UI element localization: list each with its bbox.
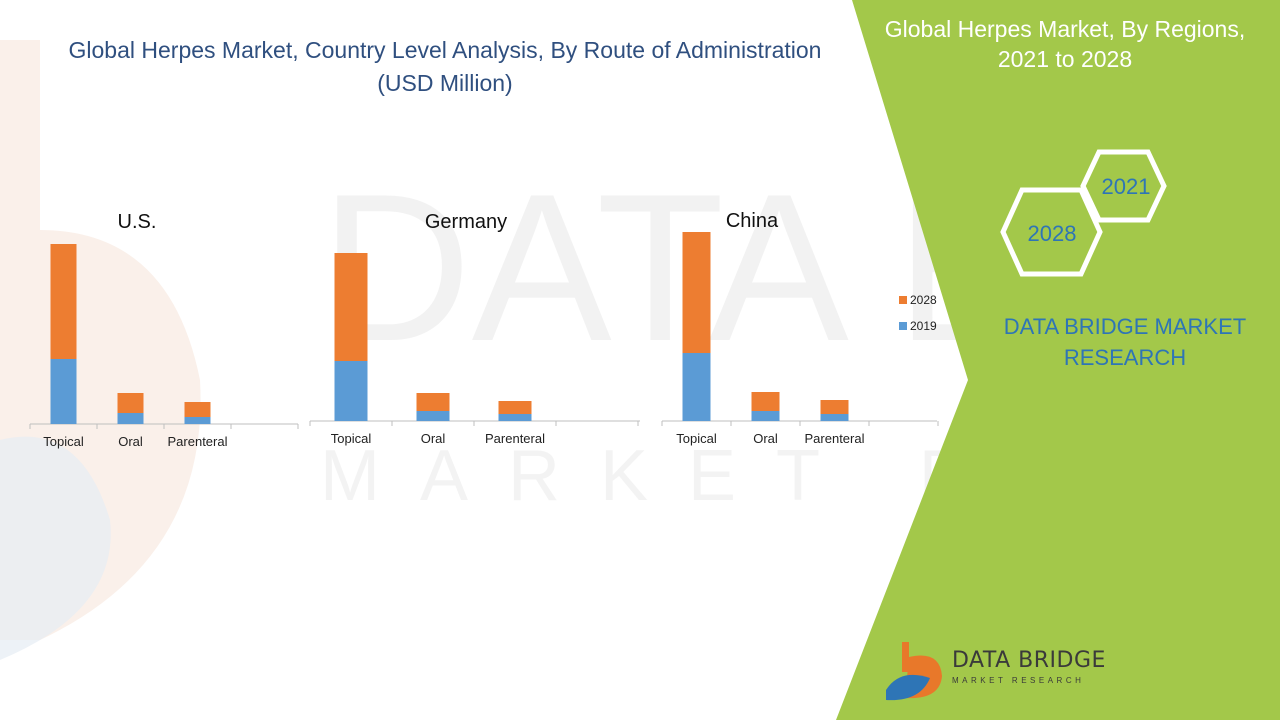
bar-us-parenteral-2028 — [184, 402, 211, 417]
bar-china-parenteral-2028 — [820, 400, 849, 414]
hexagon-2028 — [1000, 187, 1103, 277]
logo-icon — [886, 642, 942, 701]
bar-us-topical-2019 — [50, 359, 77, 424]
logo-name: DATA BRIDGE — [952, 648, 1106, 673]
bar-germany-parenteral-2028 — [498, 401, 532, 414]
bar-china-topical-2028 — [682, 232, 711, 353]
logo-tagline: MARKET RESEARCH — [952, 676, 1085, 685]
bar-germany-topical-2028 — [334, 253, 368, 361]
chart-3-category-label: Topical — [676, 431, 717, 446]
chart-3-category-label: Parenteral — [805, 431, 865, 446]
chart-1-category-label: Parenteral — [168, 434, 228, 449]
brand-text-line-1: DATA BRIDGE MARKET — [1003, 314, 1247, 339]
bar-us-oral-2028 — [117, 393, 144, 413]
legend-swatch-2028 — [899, 296, 907, 304]
chart-2-category-label: Parenteral — [485, 431, 545, 446]
legend-swatch-2019 — [899, 322, 907, 330]
hexagon-2021-label: 2021 — [1102, 174, 1151, 199]
bar-us-parenteral-2019 — [184, 417, 211, 424]
hexagon-2028-label: 2028 — [1028, 221, 1077, 246]
chart-1-title: U.S. — [118, 211, 157, 233]
legend-label-2019: 2019 — [910, 319, 937, 333]
panel-title-line-2: 2021 to 2028 — [997, 46, 1133, 72]
chart-3-category-label: Oral — [753, 431, 778, 446]
brand-text-line-2: RESEARCH — [1063, 345, 1187, 370]
chart-2-category-label: Topical — [331, 431, 372, 446]
chart-2-category-label: Oral — [421, 431, 446, 446]
bar-germany-parenteral-2019 — [498, 414, 532, 421]
bar-germany-oral-2028 — [416, 393, 450, 411]
chart-3-title: China — [726, 210, 779, 232]
green-panel — [836, 0, 1280, 720]
bar-china-oral-2028 — [751, 392, 780, 411]
brand-text: DATA BRIDGE MARKET RESEARCH — [980, 311, 1270, 373]
chart-title: Global Herpes Market, Country Level Anal… — [20, 34, 870, 100]
bar-germany-oral-2019 — [416, 411, 450, 421]
chart-1-category-label: Topical — [43, 434, 84, 449]
hexagon-2021 — [1080, 149, 1167, 223]
chart-1-category-label: Oral — [118, 434, 143, 449]
chart-title-line-2: (USD Million) — [377, 70, 513, 96]
watermark-logo-shape-blue — [0, 436, 111, 660]
legend-label-2028: 2028 — [910, 293, 937, 307]
bar-china-parenteral-2019 — [820, 414, 849, 421]
bar-china-topical-2019 — [682, 353, 711, 421]
bar-germany-topical-2019 — [334, 361, 368, 421]
panel-title-line-1: Global Herpes Market, By Regions, — [884, 16, 1246, 42]
chart-title-line-1: Global Herpes Market, Country Level Anal… — [68, 37, 822, 63]
chart-2-title: Germany — [425, 211, 507, 233]
bar-us-topical-2028 — [50, 244, 77, 359]
bar-us-oral-2019 — [117, 413, 144, 424]
bar-china-oral-2019 — [751, 411, 780, 421]
panel-title: Global Herpes Market, By Regions, 2021 t… — [860, 14, 1270, 74]
